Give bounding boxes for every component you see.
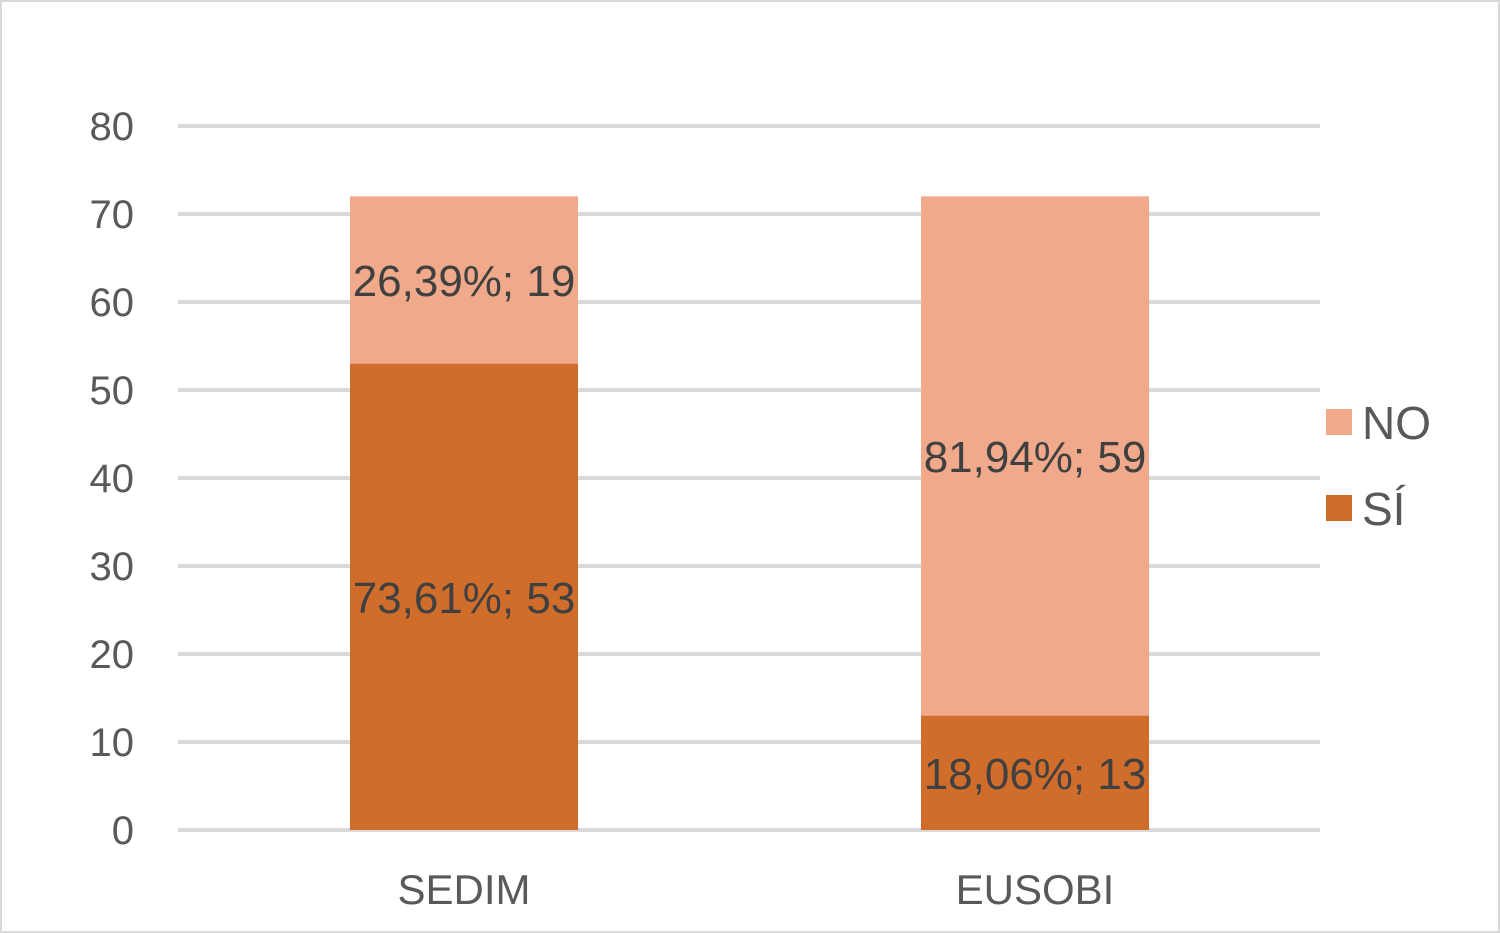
data-label: 26,39%; 19 xyxy=(353,257,576,306)
x-axis-categories: SEDIM EUSOBI xyxy=(397,866,1114,913)
y-tick-label: 20 xyxy=(90,633,135,677)
y-tick-label: 10 xyxy=(90,721,135,765)
data-label: 81,94%; 59 xyxy=(924,433,1147,482)
y-axis-ticks: 0 10 20 30 40 50 60 70 80 xyxy=(90,105,135,853)
legend-swatch-si xyxy=(1326,495,1352,521)
y-tick-label: 40 xyxy=(90,457,135,501)
legend: NO SÍ xyxy=(1326,397,1431,535)
data-label: 73,61%; 53 xyxy=(353,574,576,623)
bar-segment-no-eusobi xyxy=(921,196,1149,716)
y-tick-label: 0 xyxy=(112,809,134,853)
x-category-label: EUSOBI xyxy=(956,866,1115,913)
y-tick-label: 70 xyxy=(90,193,135,237)
legend-label-si: SÍ xyxy=(1362,483,1406,535)
legend-swatch-no xyxy=(1326,409,1352,435)
y-tick-label: 80 xyxy=(90,105,135,149)
bars xyxy=(350,196,1149,830)
legend-label-no: NO xyxy=(1362,397,1431,449)
bar-segment-si-eusobi xyxy=(921,715,1149,830)
x-category-label: SEDIM xyxy=(397,866,530,913)
bar-segment-no-sedim xyxy=(350,196,578,364)
y-tick-label: 30 xyxy=(90,545,135,589)
y-tick-label: 50 xyxy=(90,369,135,413)
data-label: 18,06%; 13 xyxy=(924,750,1147,799)
data-labels: 73,61%; 53 26,39%; 19 18,06%; 13 81,94%; 59 xyxy=(353,257,1147,799)
y-tick-label: 60 xyxy=(90,281,135,325)
bar-segment-si-sedim xyxy=(350,363,578,830)
